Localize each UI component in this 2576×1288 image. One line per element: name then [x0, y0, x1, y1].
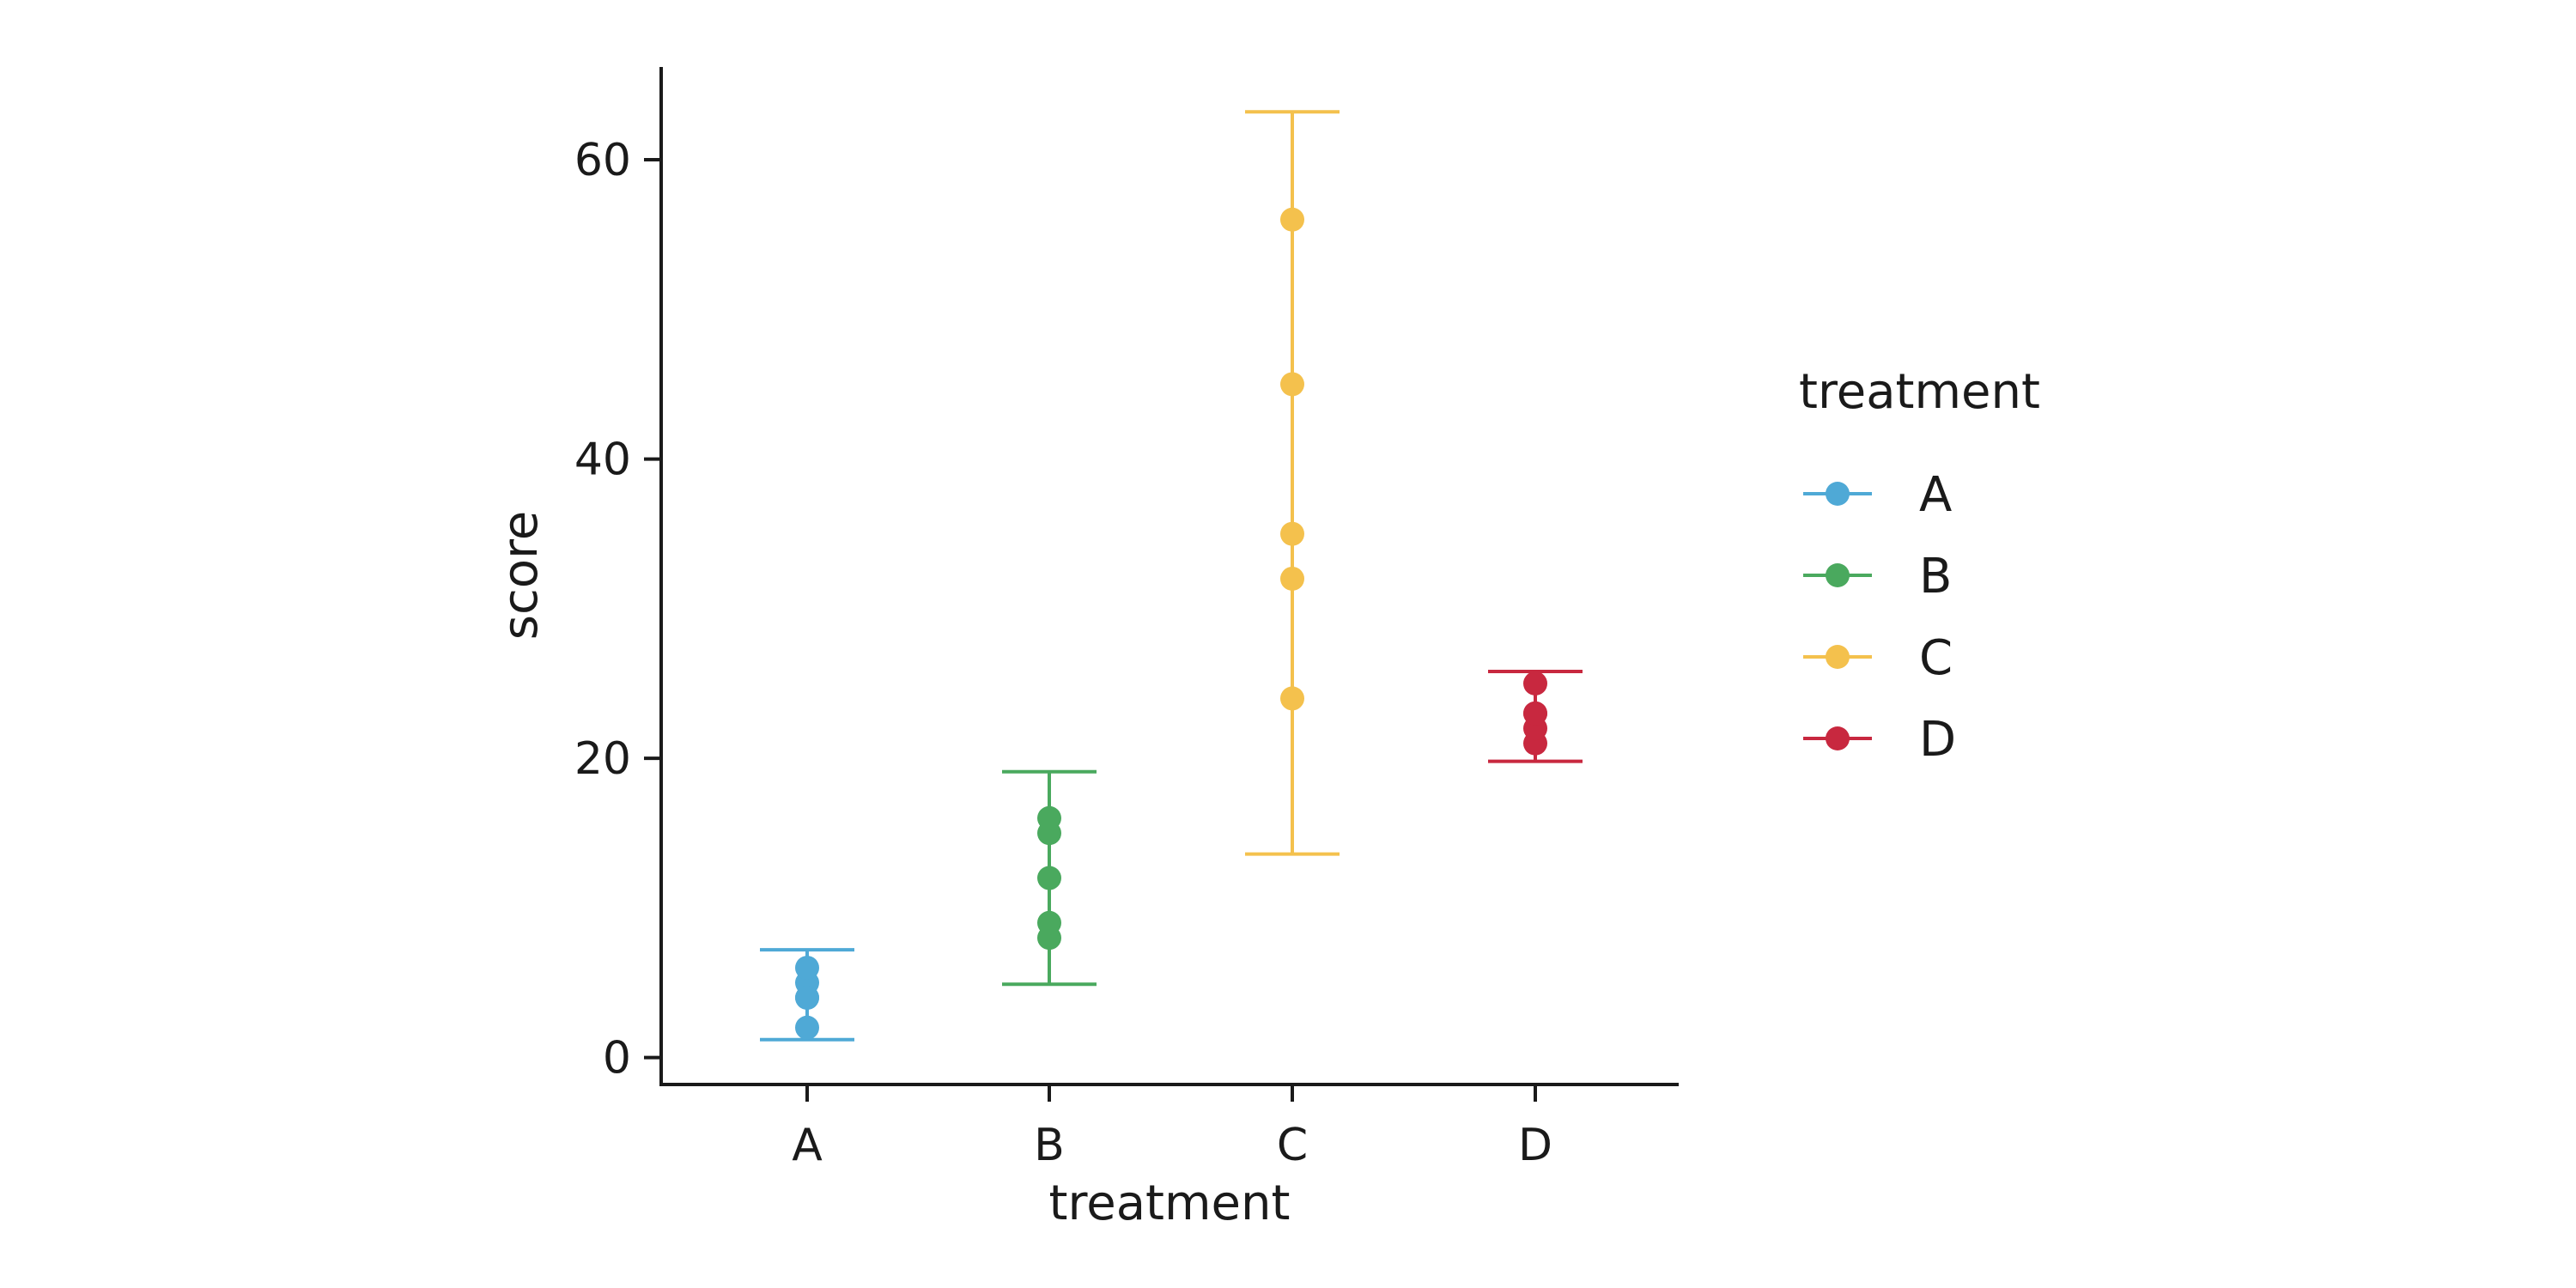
series-c [1245, 110, 1340, 856]
series-layer [760, 110, 1583, 1042]
legend-item-a: A [1803, 467, 1952, 523]
data-point [1280, 566, 1304, 591]
plot-area: 0 20 40 60 A B C D [574, 67, 1679, 1171]
legend-marker [1826, 563, 1850, 587]
x-axis-label: treatment [1049, 1176, 1291, 1231]
y-ticks: 0 20 40 60 [574, 135, 661, 1084]
x-tick-label: C [1277, 1120, 1308, 1171]
data-point [1280, 686, 1304, 711]
series-b [1002, 769, 1097, 987]
data-point [1280, 372, 1304, 397]
legend-label: C [1919, 630, 1953, 686]
x-tick-label: B [1034, 1120, 1065, 1171]
series-a [760, 948, 854, 1042]
x-tick-label: A [792, 1120, 823, 1171]
series-d [1488, 670, 1583, 763]
legend-label: A [1919, 467, 1952, 523]
data-point [1037, 910, 1061, 935]
legend-label: D [1919, 712, 1956, 768]
legend-title: treatment [1799, 364, 2040, 420]
y-tick-label: 40 [574, 434, 631, 486]
x-ticks: A B C D [792, 1084, 1552, 1171]
y-tick-label: 60 [574, 135, 631, 186]
y-axis-label: score [493, 511, 549, 640]
y-tick-label: 0 [603, 1033, 631, 1084]
data-point [1280, 207, 1304, 232]
legend-item-d: D [1803, 712, 1956, 768]
legend-marker [1826, 645, 1850, 669]
x-tick-label: D [1518, 1120, 1552, 1171]
legend-item-b: B [1803, 549, 1952, 605]
legend-label: B [1919, 549, 1952, 605]
data-point [795, 985, 819, 1010]
legend-item-c: C [1803, 630, 1953, 686]
data-point [795, 1015, 819, 1040]
data-point [1037, 805, 1061, 830]
data-point [1523, 701, 1547, 726]
y-tick-label: 20 [574, 733, 631, 785]
legend-marker [1826, 726, 1850, 750]
data-point [1037, 866, 1061, 890]
data-point [795, 956, 819, 981]
data-point [1280, 521, 1304, 546]
data-point [1523, 671, 1547, 696]
legend-marker [1826, 482, 1850, 506]
